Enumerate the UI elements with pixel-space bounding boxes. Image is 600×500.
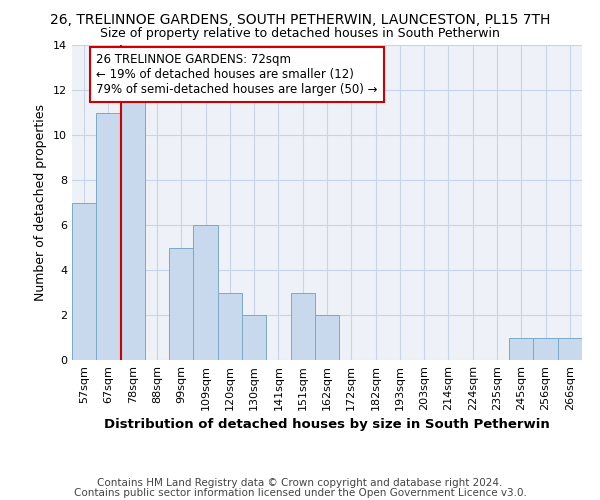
Bar xyxy=(558,338,582,360)
Bar xyxy=(533,338,558,360)
Bar xyxy=(169,248,193,360)
Bar xyxy=(242,315,266,360)
Y-axis label: Number of detached properties: Number of detached properties xyxy=(34,104,47,301)
Bar xyxy=(121,90,145,360)
Text: 26, TRELINNOE GARDENS, SOUTH PETHERWIN, LAUNCESTON, PL15 7TH: 26, TRELINNOE GARDENS, SOUTH PETHERWIN, … xyxy=(50,12,550,26)
Text: 26 TRELINNOE GARDENS: 72sqm
← 19% of detached houses are smaller (12)
79% of sem: 26 TRELINNOE GARDENS: 72sqm ← 19% of det… xyxy=(96,53,378,96)
Bar xyxy=(509,338,533,360)
Text: Contains HM Land Registry data © Crown copyright and database right 2024.: Contains HM Land Registry data © Crown c… xyxy=(97,478,503,488)
Bar xyxy=(72,202,96,360)
X-axis label: Distribution of detached houses by size in South Petherwin: Distribution of detached houses by size … xyxy=(104,418,550,432)
Bar xyxy=(315,315,339,360)
Bar xyxy=(290,292,315,360)
Bar xyxy=(218,292,242,360)
Bar xyxy=(193,225,218,360)
Text: Size of property relative to detached houses in South Petherwin: Size of property relative to detached ho… xyxy=(100,28,500,40)
Bar xyxy=(96,112,121,360)
Text: Contains public sector information licensed under the Open Government Licence v3: Contains public sector information licen… xyxy=(74,488,526,498)
